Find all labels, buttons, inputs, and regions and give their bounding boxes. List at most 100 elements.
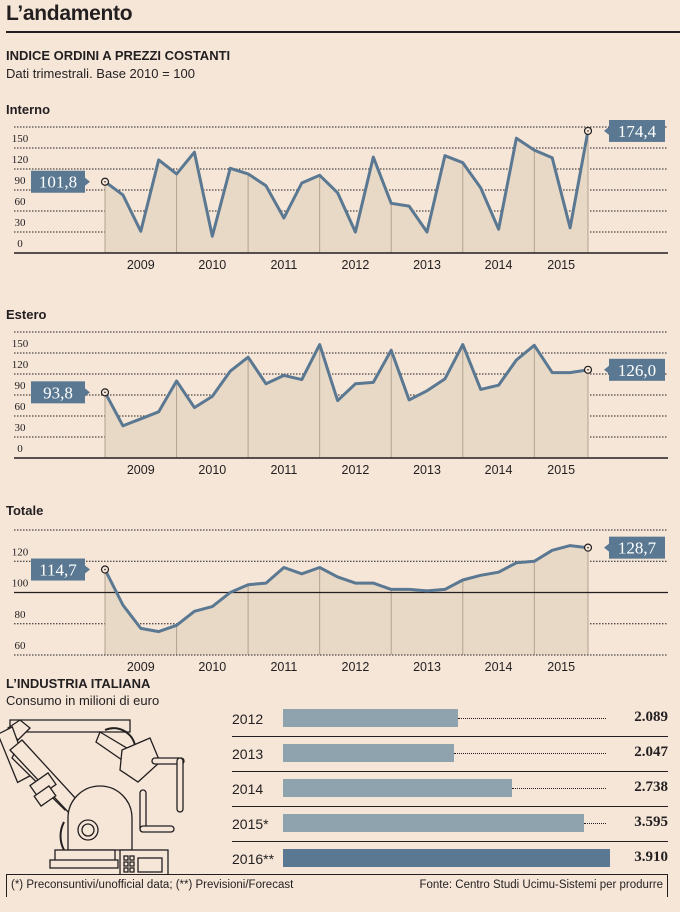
endpoint-dot — [587, 130, 589, 132]
y-tick-label: 150 — [12, 338, 29, 350]
x-tick-label: 2014 — [485, 660, 513, 674]
area-fill — [105, 130, 588, 253]
bar-value-label: 2.047 — [634, 744, 668, 760]
callout-start-pointer — [85, 388, 90, 397]
bar-separator — [232, 841, 668, 842]
y-tick-label: 90 — [15, 175, 27, 187]
bar-value-label: 2.738 — [634, 779, 668, 795]
x-tick-label: 2013 — [413, 258, 441, 272]
line-chart-totale: 60 80 100 120 2009 2010 2011 2012 2013 2014 2015 11… — [12, 529, 668, 674]
x-tick-label: 2011 — [270, 258, 297, 272]
callout-end-label: 126,0 — [618, 361, 656, 380]
footer: (*) Preconsuntivi/unofficial data; (**) … — [6, 874, 668, 897]
panel-title-interno: Interno — [6, 102, 51, 117]
x-tick-label: 2013 — [413, 660, 441, 674]
y-tick-label: 120 — [12, 154, 29, 166]
callout-end-box — [609, 536, 665, 559]
endpoint-dot — [587, 546, 589, 549]
callout-end-box — [609, 358, 665, 381]
y-tick-label: 60 — [15, 196, 27, 208]
y-tick-label: 120 — [12, 359, 29, 371]
y-tick-label: 150 — [12, 133, 29, 145]
page-title: L’andamento — [6, 2, 133, 25]
callout-start-label: 101,8 — [39, 173, 77, 192]
endpoint-dot — [104, 180, 106, 183]
section-subheading: Dati trimestrali. Base 2010 = 100 — [6, 66, 195, 81]
bar — [283, 779, 512, 797]
bar-value-label: 3.910 — [634, 849, 668, 865]
bar-row: 2015* 3.595 — [232, 808, 668, 842]
bar-category-label: 2016** — [232, 851, 275, 867]
x-tick-label: 2010 — [198, 258, 226, 272]
x-tick-label: 2010 — [198, 660, 226, 674]
y-tick-label: 60 — [15, 401, 27, 413]
y-tick-label: 60 — [15, 640, 27, 652]
x-tick-label: 2013 — [413, 463, 441, 477]
x-tick-label: 2012 — [342, 258, 370, 272]
y-tick-label: 30 — [15, 422, 27, 434]
x-tick-label: 2015 — [547, 258, 575, 272]
bar-category-label: 2014 — [232, 781, 264, 797]
bar-value-label: 2.089 — [634, 709, 668, 725]
x-tick-label: 2009 — [127, 463, 155, 477]
callout-start-box — [31, 170, 85, 193]
line-chart-interno: 0 30 60 90 120 150 2009 2010 2011 2012 2013 2014 201… — [12, 120, 668, 272]
bar-row: 2012 2.089 — [232, 703, 668, 737]
section-subheading-industria: Consumo in milioni di euro — [6, 693, 160, 708]
y-tick-label: 120 — [12, 546, 29, 558]
x-tick-label: 2014 — [485, 463, 513, 477]
callout-start-pointer — [85, 565, 90, 574]
bar-leader-dots — [583, 823, 606, 824]
x-tick-label: 2012 — [342, 463, 370, 477]
bar-category-label: 2013 — [232, 746, 264, 762]
area-fill — [105, 344, 588, 458]
bar — [283, 814, 584, 832]
bar — [283, 849, 610, 867]
endpoint-dot — [104, 391, 106, 394]
bar-value-label: 3.595 — [634, 814, 668, 830]
section-heading: INDICE ORDINI A PREZZI COSTANTI — [6, 48, 231, 63]
callout-start-pointer — [85, 177, 90, 186]
bar-separator — [232, 806, 668, 807]
callout-end-pointer — [604, 543, 609, 552]
bar-row: 2014 2.738 — [232, 773, 668, 807]
y-tick-label: 0 — [17, 238, 23, 250]
x-tick-label: 2009 — [127, 258, 155, 272]
callout-end-pointer — [604, 126, 609, 135]
source-note: Fonte: Centro Studi Ucimu-Sistemi per pr… — [419, 879, 663, 891]
x-tick-label: 2011 — [270, 463, 297, 477]
x-tick-label: 2012 — [342, 660, 370, 674]
y-tick-label: 100 — [12, 578, 29, 590]
y-tick-label: 0 — [17, 443, 23, 455]
x-tick-label: 2011 — [270, 660, 297, 674]
robot-arm-icon — [0, 719, 185, 875]
callout-start-box — [31, 381, 85, 404]
bar-separator — [232, 736, 668, 737]
endpoint-dot — [104, 568, 106, 571]
y-tick-label: 30 — [15, 217, 27, 229]
callout-end-label: 128,7 — [618, 539, 657, 558]
callout-end-label: 174,4 — [618, 122, 657, 141]
footnote: (*) Preconsuntivi/unofficial data; (**) … — [11, 879, 294, 891]
x-tick-label: 2014 — [485, 258, 513, 272]
callout-start-label: 114,7 — [39, 561, 77, 580]
title-rule — [6, 31, 680, 33]
bar-category-label: 2015* — [232, 816, 269, 832]
area-fill — [105, 545, 588, 655]
bar-separator — [232, 771, 668, 772]
bar-leader-dots — [511, 788, 606, 789]
y-tick-label: 90 — [15, 380, 27, 392]
callout-end-box — [609, 120, 665, 142]
series-line — [103, 343, 589, 428]
x-tick-label: 2009 — [127, 660, 155, 674]
endpoint-dot — [587, 369, 589, 371]
x-tick-label: 2015 — [547, 660, 575, 674]
bar-row: 2016** 3.910 — [232, 843, 668, 877]
panel-title-estero: Estero — [6, 307, 47, 322]
section-heading-industria: L’INDUSTRIA ITALIANA — [6, 676, 151, 691]
callout-end-pointer — [604, 365, 609, 374]
bar-row: 2013 2.047 — [232, 738, 668, 772]
panel-title-totale: Totale — [6, 503, 44, 518]
bar-leader-dots — [457, 718, 606, 719]
bar — [283, 709, 458, 727]
